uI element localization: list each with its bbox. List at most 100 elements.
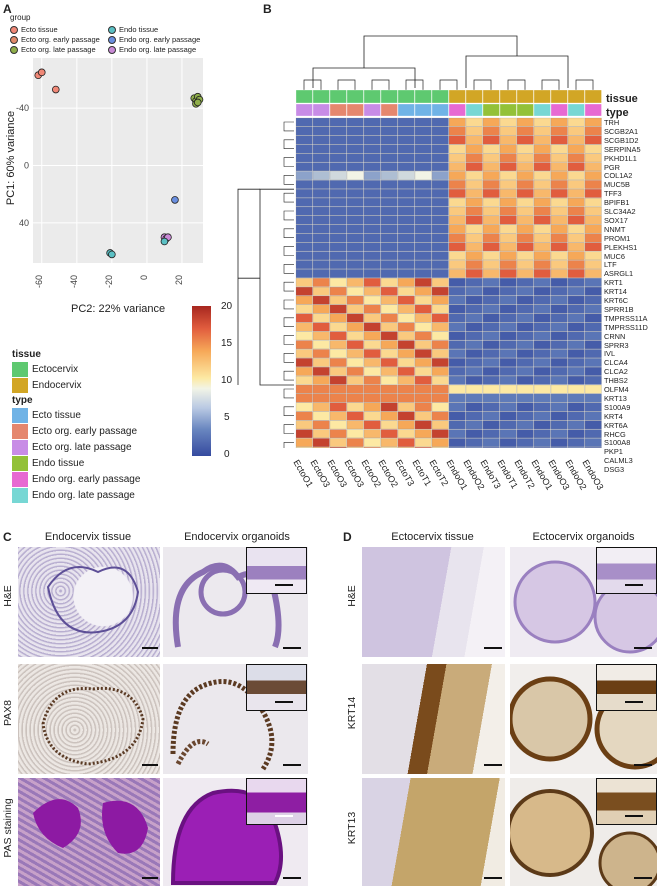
legend-item: Endo tissue bbox=[12, 455, 140, 471]
heatmap-cell bbox=[516, 340, 534, 349]
heatmap-cell bbox=[465, 215, 483, 225]
legend-dot bbox=[10, 35, 18, 44]
heatmap-cell bbox=[499, 206, 517, 216]
heatmap-cell bbox=[533, 233, 551, 243]
heatmap-cell bbox=[363, 313, 381, 323]
gene-label: S100A8 bbox=[604, 438, 631, 448]
heatmap-cell bbox=[397, 376, 415, 385]
heatmap-cell bbox=[431, 198, 449, 207]
heatmap-cell bbox=[346, 331, 364, 341]
heatmap-cell bbox=[414, 180, 432, 189]
col-dendro-leaf bbox=[405, 79, 424, 90]
gene-label: PLEKHS1 bbox=[604, 242, 638, 252]
heatmap-cell bbox=[550, 135, 568, 145]
heatmap-cell bbox=[295, 287, 313, 296]
heatmap-cell bbox=[516, 402, 534, 412]
heatmap-cell bbox=[550, 393, 568, 403]
heatmap-cell bbox=[380, 393, 398, 403]
annotation-tissue-cell bbox=[363, 89, 381, 104]
row-dendro-leaf bbox=[283, 388, 294, 399]
column-dendrogram bbox=[303, 35, 594, 90]
heatmap-cell bbox=[431, 438, 449, 447]
annotation-type-cell bbox=[550, 103, 568, 117]
heatmap-cell bbox=[295, 304, 313, 314]
heatmap-cell bbox=[482, 260, 500, 269]
heatmap-cell bbox=[482, 287, 500, 296]
heatmap-cell bbox=[363, 189, 381, 198]
pca-point bbox=[51, 85, 60, 94]
heatmap-cell bbox=[329, 135, 347, 145]
heatmap-cell bbox=[295, 260, 313, 269]
gene-label: SCGB1D2 bbox=[604, 135, 639, 145]
heatmap-cell bbox=[414, 393, 432, 403]
heatmap-cell bbox=[295, 206, 313, 216]
row-dendro-leaf bbox=[283, 121, 294, 132]
heatmap-cell bbox=[346, 171, 364, 180]
heatmap-cell bbox=[414, 402, 432, 412]
heatmap-cell bbox=[397, 206, 415, 216]
heatmap-cell bbox=[295, 180, 313, 189]
heatmap-cell bbox=[465, 269, 483, 278]
heatmap-cell bbox=[448, 313, 466, 323]
heatmap-cell bbox=[363, 438, 381, 447]
heatmap-cell bbox=[414, 224, 432, 234]
heatmap-cell bbox=[550, 233, 568, 243]
heatmap-cell bbox=[550, 402, 568, 412]
heatmap-cell bbox=[499, 429, 517, 438]
heatmap-cell bbox=[363, 331, 381, 341]
heatmap-cell bbox=[516, 393, 534, 403]
heatmap-cell bbox=[380, 358, 398, 367]
heatmap-cell bbox=[380, 402, 398, 412]
heatmap-cell bbox=[567, 269, 585, 278]
heatmap-cell bbox=[380, 117, 398, 127]
heatmap-cell bbox=[380, 171, 398, 180]
heatmap-cell bbox=[516, 278, 534, 287]
heatmap-cell bbox=[295, 278, 313, 287]
tissue-legend-title: tissue bbox=[12, 349, 41, 360]
heatmap-cell bbox=[499, 295, 517, 305]
heatmap-cell bbox=[295, 322, 313, 332]
heatmap-cell bbox=[397, 331, 415, 341]
heatmap-cell bbox=[567, 215, 585, 225]
heatmap-cell bbox=[431, 331, 449, 341]
heatmap-cell bbox=[380, 242, 398, 252]
pca-xtick: -60 bbox=[34, 275, 44, 288]
annotation-type-cell bbox=[516, 103, 534, 117]
pca-xlabel: PC2: 22% variance bbox=[71, 303, 166, 315]
d-ectocervix-organoid-krt14-image bbox=[510, 664, 657, 774]
heatmap-cell bbox=[533, 358, 551, 367]
gene-label: RHCG bbox=[604, 429, 626, 439]
annotation-type-cell bbox=[567, 103, 585, 117]
heatmap-cell bbox=[431, 322, 449, 332]
heatmap-cell bbox=[363, 402, 381, 412]
heatmap-cell bbox=[516, 224, 534, 234]
heatmap-cell bbox=[312, 135, 330, 145]
heatmap-cell bbox=[482, 438, 500, 447]
legend-dot bbox=[108, 45, 116, 54]
heatmap-cell bbox=[397, 287, 415, 296]
heatmap-cell bbox=[397, 447, 415, 448]
heatmap-cell bbox=[550, 438, 568, 447]
heatmap-cell bbox=[329, 153, 347, 163]
heatmap-cell bbox=[482, 384, 500, 394]
heatmap-cell bbox=[567, 117, 585, 127]
heatmap-cell bbox=[431, 242, 449, 252]
heatmap-cell bbox=[584, 215, 602, 225]
annotation-type-cell bbox=[499, 103, 517, 117]
heatmap-cell bbox=[584, 233, 602, 243]
heatmap-cell bbox=[448, 135, 466, 145]
heatmap-cell bbox=[397, 233, 415, 243]
heatmap-cell bbox=[550, 242, 568, 252]
c-row-label-he: H&E bbox=[2, 585, 14, 607]
heatmap-cell bbox=[312, 447, 330, 448]
heatmap-cell bbox=[346, 340, 364, 349]
panel-label-a: A bbox=[3, 2, 12, 16]
heatmap-cell bbox=[482, 215, 500, 225]
heatmap-cell bbox=[482, 117, 500, 127]
heatmap-cell bbox=[431, 144, 449, 154]
panel-label-d: D bbox=[343, 530, 352, 544]
heatmap-cell bbox=[550, 126, 568, 136]
panel-label-c: C bbox=[3, 530, 12, 544]
heatmap-cell bbox=[516, 242, 534, 252]
heatmap-cell bbox=[567, 135, 585, 145]
